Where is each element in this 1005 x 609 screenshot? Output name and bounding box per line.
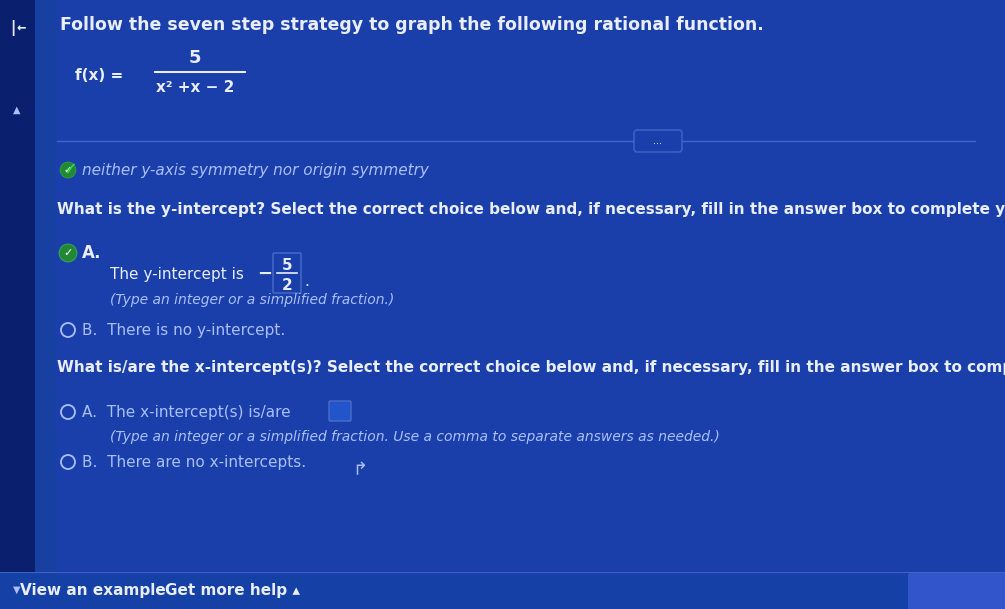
Text: f(x) =: f(x) = bbox=[75, 68, 124, 82]
Text: .: . bbox=[304, 275, 309, 289]
FancyBboxPatch shape bbox=[329, 401, 351, 421]
Text: B.  There is no y-intercept.: B. There is no y-intercept. bbox=[82, 323, 285, 337]
Text: View an example: View an example bbox=[20, 583, 166, 599]
Text: |←: |← bbox=[8, 20, 26, 36]
Text: −: − bbox=[257, 265, 272, 283]
Text: A.: A. bbox=[82, 244, 102, 262]
Text: ✓: ✓ bbox=[62, 161, 77, 179]
Text: The y-intercept is: The y-intercept is bbox=[110, 267, 244, 281]
Text: A.  The x-intercept(s) is/are: A. The x-intercept(s) is/are bbox=[82, 404, 290, 420]
Text: (Type an integer or a simplified fraction. Use a comma to separate answers as ne: (Type an integer or a simplified fractio… bbox=[110, 430, 720, 444]
Circle shape bbox=[60, 162, 76, 178]
FancyBboxPatch shape bbox=[0, 0, 35, 609]
Text: ▼: ▼ bbox=[13, 585, 21, 595]
FancyBboxPatch shape bbox=[908, 573, 1005, 609]
Text: ✓: ✓ bbox=[64, 165, 72, 175]
Text: What is the y-intercept? Select the correct choice below and, if necessary, fill: What is the y-intercept? Select the corr… bbox=[57, 202, 1005, 217]
Text: 5: 5 bbox=[189, 49, 201, 67]
Text: B.  There are no x-intercepts.: B. There are no x-intercepts. bbox=[82, 454, 307, 470]
Text: (Type an integer or a simplified fraction.): (Type an integer or a simplified fractio… bbox=[110, 293, 394, 307]
Text: Get more help ▴: Get more help ▴ bbox=[165, 583, 300, 599]
Text: ▲: ▲ bbox=[13, 105, 21, 115]
Text: Follow the seven step strategy to graph the following rational function.: Follow the seven step strategy to graph … bbox=[60, 16, 764, 34]
Circle shape bbox=[59, 244, 77, 262]
Text: ↱: ↱ bbox=[353, 461, 368, 479]
Text: neither y-axis symmetry nor origin symmetry: neither y-axis symmetry nor origin symme… bbox=[82, 163, 429, 177]
FancyBboxPatch shape bbox=[35, 0, 55, 609]
FancyBboxPatch shape bbox=[273, 253, 302, 293]
Text: x² +x − 2: x² +x − 2 bbox=[156, 80, 234, 96]
Text: ✓: ✓ bbox=[63, 248, 72, 258]
Text: 5: 5 bbox=[281, 258, 292, 272]
Text: 2: 2 bbox=[281, 278, 292, 292]
FancyBboxPatch shape bbox=[634, 130, 682, 152]
Text: ...: ... bbox=[653, 136, 662, 146]
FancyBboxPatch shape bbox=[0, 572, 1005, 609]
Text: What is/are the x-intercept(s)? Select the correct choice below and, if necessar: What is/are the x-intercept(s)? Select t… bbox=[57, 360, 1005, 375]
